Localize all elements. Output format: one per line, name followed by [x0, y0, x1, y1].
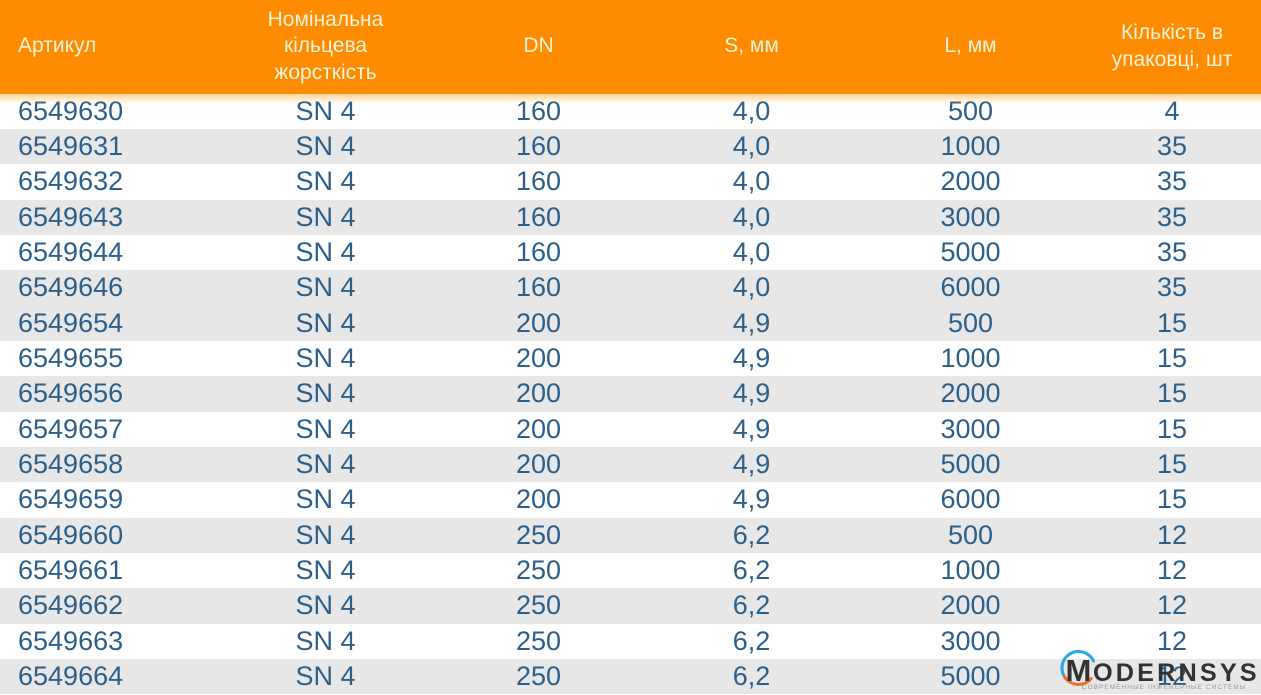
- svg-text:СОВРЕМЕННЫЕ ІНЖЕНЕРНЫЕ СИСТЕМЫ: СОВРЕМЕННЫЕ ІНЖЕНЕРНЫЕ СИСТЕМЫ: [1082, 684, 1247, 691]
- svg-text:ODERNSYS: ODERNSYS: [1093, 659, 1260, 687]
- svg-text:M: M: [1066, 653, 1091, 688]
